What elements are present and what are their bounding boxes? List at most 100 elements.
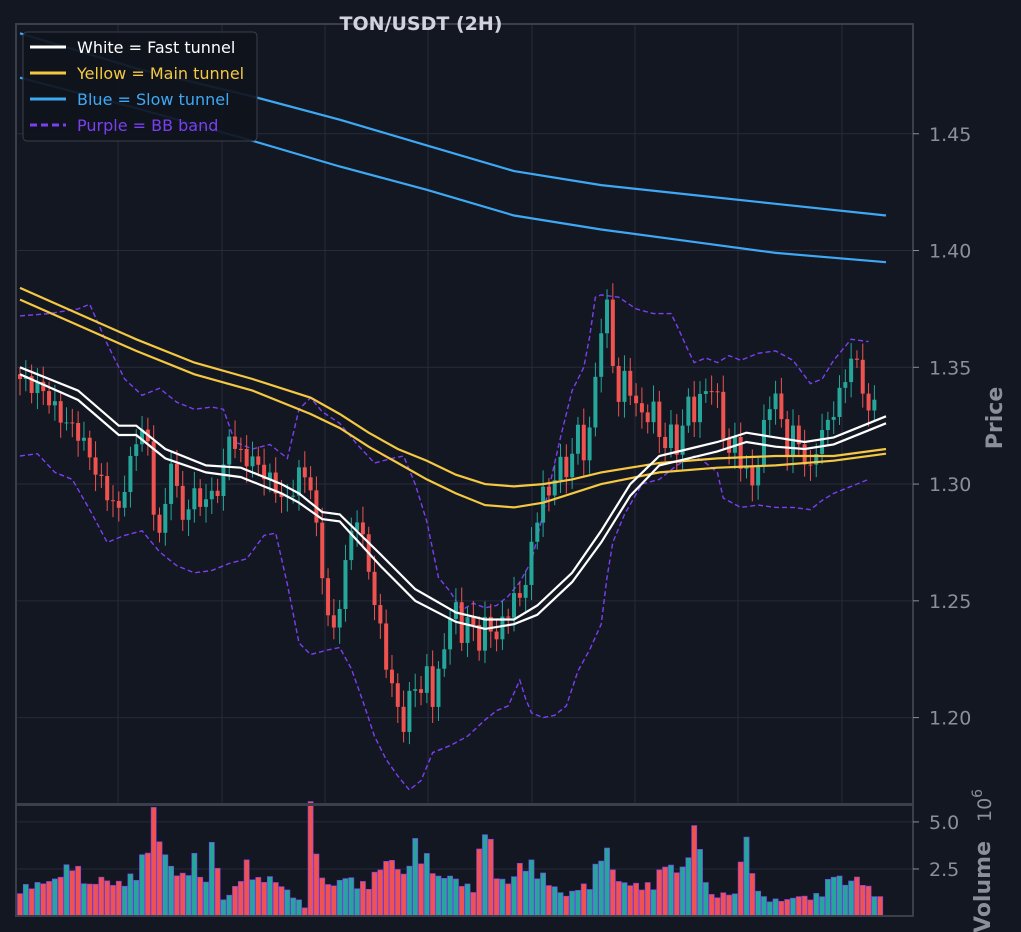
bb-band-layer bbox=[19, 294, 869, 791]
candle-body bbox=[634, 395, 639, 404]
chart-title: TON/USDT (2H) bbox=[340, 13, 503, 35]
volume-bar bbox=[301, 907, 308, 917]
legend-entry-label: White = Fast tunnel bbox=[77, 38, 235, 57]
volume-bar bbox=[476, 848, 483, 917]
legend: White = Fast tunnel Yellow = Main tunnel B… bbox=[22, 31, 258, 142]
candle-body bbox=[715, 391, 720, 393]
volume-bar bbox=[290, 897, 297, 917]
price-tick-label: 1.25 bbox=[929, 591, 971, 613]
candle-body bbox=[93, 457, 98, 475]
candle-body bbox=[761, 419, 766, 466]
candle-body bbox=[651, 401, 656, 423]
volume-bar bbox=[505, 883, 512, 917]
candle-body bbox=[151, 441, 156, 515]
volume-bar bbox=[743, 836, 750, 917]
volume-bar bbox=[354, 888, 361, 917]
candle-body bbox=[395, 683, 400, 707]
candle-body bbox=[192, 488, 197, 510]
candle-body bbox=[320, 522, 325, 579]
bb-band-lower bbox=[19, 452, 869, 791]
candle-body bbox=[512, 593, 517, 618]
volume-bar bbox=[429, 873, 436, 917]
candle-body bbox=[628, 370, 633, 396]
candle-body bbox=[64, 422, 69, 424]
candle-body bbox=[541, 486, 546, 523]
volume-bar bbox=[580, 883, 587, 917]
volume-bar bbox=[801, 895, 808, 917]
volume-bar bbox=[203, 881, 209, 917]
volume-bar bbox=[441, 878, 448, 917]
volume-bar bbox=[836, 875, 843, 917]
candle-body bbox=[814, 454, 819, 465]
volume-bar bbox=[115, 880, 122, 917]
volume-bar bbox=[208, 841, 215, 917]
candle-body bbox=[413, 689, 418, 691]
volume-bar bbox=[133, 879, 140, 917]
candle-body bbox=[738, 437, 743, 469]
candle-body bbox=[500, 616, 505, 640]
candle-body bbox=[378, 605, 383, 624]
candle-body bbox=[174, 463, 179, 486]
fast-tunnel-upper bbox=[19, 366, 887, 621]
volume-bar bbox=[499, 878, 506, 917]
volume-axis-label: Volume bbox=[971, 841, 996, 932]
candle-body bbox=[674, 424, 679, 455]
candle-body bbox=[465, 617, 470, 643]
bb-band-upper bbox=[19, 294, 869, 612]
candle-body bbox=[709, 391, 714, 393]
price-tick-label: 1.40 bbox=[929, 241, 971, 263]
price-tick-label: 1.35 bbox=[929, 357, 971, 379]
volume-bar bbox=[772, 898, 779, 917]
candle-body bbox=[29, 376, 34, 393]
candle-body bbox=[58, 401, 63, 423]
volume-bar bbox=[790, 897, 796, 917]
volume-bar bbox=[575, 890, 581, 917]
price-tick-label: 1.30 bbox=[929, 474, 971, 496]
volume-bar bbox=[662, 866, 669, 917]
volume-bar bbox=[668, 864, 674, 917]
candle-body bbox=[215, 490, 220, 497]
volume-bar bbox=[92, 883, 99, 917]
volume-bar bbox=[348, 877, 355, 917]
candle-body bbox=[233, 436, 238, 449]
volume-ticks: 2.5 5.0 bbox=[913, 812, 959, 881]
candle-body bbox=[116, 500, 121, 508]
candle-body bbox=[389, 669, 394, 684]
volume-bar bbox=[749, 873, 756, 917]
volume-bar bbox=[284, 889, 291, 917]
legend-entry-label: Purple = BB band bbox=[77, 116, 218, 135]
candle-body bbox=[657, 401, 662, 437]
volume-bar bbox=[28, 888, 35, 917]
candle-body bbox=[337, 608, 342, 628]
volume-bar bbox=[46, 881, 52, 917]
volume-bar bbox=[447, 875, 453, 917]
candle-body bbox=[436, 668, 441, 707]
volume-bar bbox=[336, 879, 343, 917]
volume-bar bbox=[813, 893, 820, 917]
volume-bar bbox=[592, 863, 599, 917]
volume-exponent-power: 6 bbox=[970, 789, 986, 798]
candle-body bbox=[616, 365, 621, 402]
candle-body bbox=[273, 472, 278, 494]
volume-bar bbox=[418, 863, 424, 917]
volume-bar bbox=[516, 862, 523, 917]
candle-body bbox=[575, 424, 580, 454]
candle-body bbox=[680, 425, 685, 455]
candle-body bbox=[47, 391, 52, 406]
candle-body bbox=[52, 401, 57, 406]
volume-axis-exponent: 106 bbox=[970, 789, 996, 822]
candle-body bbox=[140, 429, 145, 445]
volume-bar bbox=[586, 889, 593, 917]
volume-bar bbox=[307, 801, 314, 917]
volume-bar bbox=[34, 882, 41, 917]
candle-body bbox=[872, 399, 877, 411]
volume-bar bbox=[406, 865, 413, 917]
volume-bar bbox=[528, 859, 535, 917]
candle-body bbox=[860, 359, 865, 394]
volume-bar bbox=[383, 861, 390, 917]
candle-body bbox=[703, 391, 708, 394]
candle-body bbox=[825, 419, 830, 431]
volume-bar bbox=[278, 886, 285, 917]
volume-bar bbox=[81, 883, 87, 917]
candle-body bbox=[727, 439, 732, 453]
